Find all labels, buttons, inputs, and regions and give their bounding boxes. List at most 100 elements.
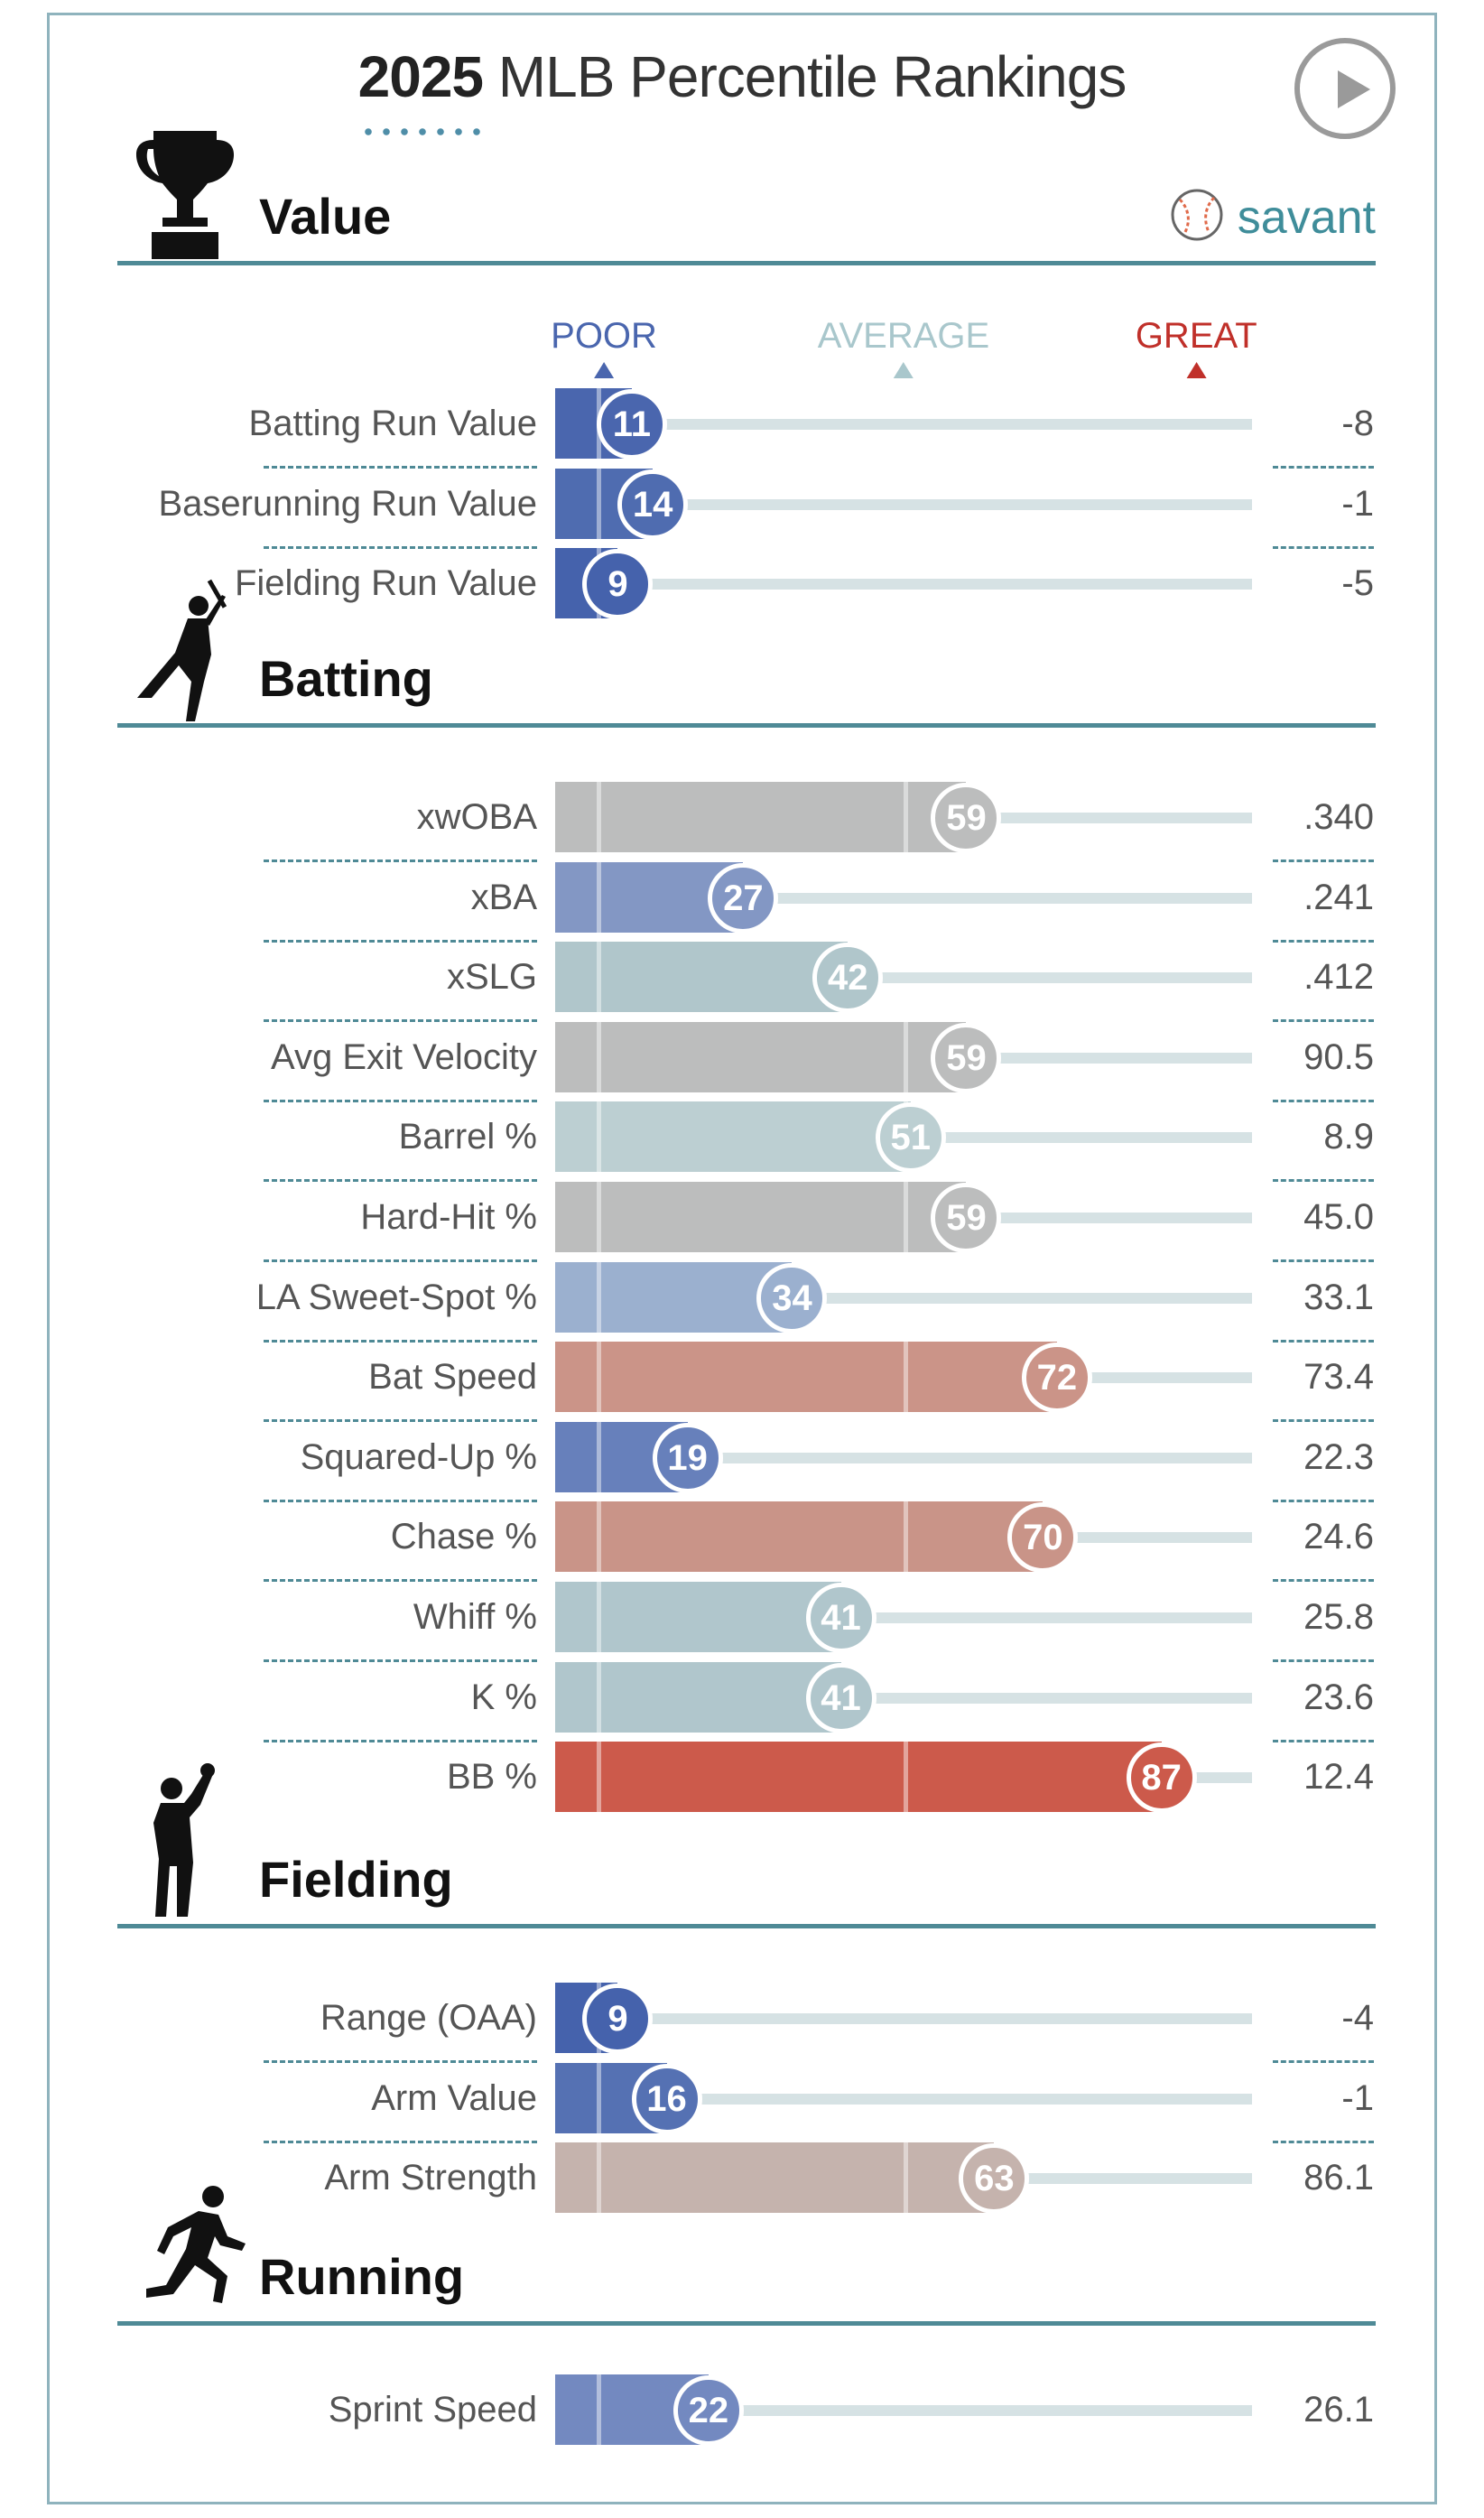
metric-row[interactable]: LA Sweet-Spot % 34 33.1: [0, 1261, 1484, 1343]
metric-row[interactable]: xwOBA 59 .340: [0, 782, 1484, 862]
metric-row[interactable]: K % 41 23.6: [0, 1661, 1484, 1742]
metric-row[interactable]: Arm Strength 63 86.1: [0, 2142, 1484, 2215]
metric-value: 26.1: [1303, 2390, 1374, 2430]
metric-label: Baserunning Run Value: [158, 483, 537, 524]
metric-label: Whiff %: [413, 1597, 537, 1637]
row-divider-right: [1273, 1259, 1374, 1262]
title-text: MLB Percentile Rankings: [497, 44, 1127, 109]
legend-average: AVERAGE: [818, 316, 989, 378]
savant-label: savant: [1237, 190, 1376, 244]
row-divider-left: [264, 1419, 537, 1423]
percentile-badge: 14: [617, 469, 689, 540]
metric-label: Sprint Speed: [328, 2390, 537, 2430]
metric-row[interactable]: xBA 27 .241: [0, 861, 1484, 943]
metric-row[interactable]: Batting Run Value 11 -8: [0, 388, 1484, 469]
metric-row[interactable]: Avg Exit Velocity 59 90.5: [0, 1021, 1484, 1102]
row-divider-left: [264, 939, 537, 943]
savant-logo[interactable]: savant: [1169, 187, 1376, 247]
percentile-badge: 9: [582, 549, 654, 620]
bar-tick: [597, 1742, 602, 1813]
section-title: Fielding: [259, 1851, 453, 1908]
row-divider-left: [264, 1339, 537, 1343]
row-divider-left: [264, 1099, 537, 1102]
bar-tick: [904, 2142, 908, 2214]
metric-row[interactable]: Range (OAA) 9 -4: [0, 1983, 1484, 2063]
bar-tick: [597, 942, 602, 1013]
legend-poor: POOR: [551, 316, 657, 378]
play-button[interactable]: [1294, 38, 1396, 139]
percentile-bar: [555, 1182, 967, 1252]
row-divider-right: [1273, 1579, 1374, 1583]
bar-tick: [597, 1342, 602, 1413]
runner-icon: [135, 2177, 253, 2326]
bar-tick: [904, 1501, 908, 1573]
metric-row[interactable]: Baserunning Run Value 14 -1: [0, 468, 1484, 549]
metric-value: -1: [1341, 2077, 1374, 2118]
metric-label: LA Sweet-Spot %: [255, 1277, 537, 1317]
row-divider-left: [264, 545, 537, 549]
percentile-badge: 59: [931, 1022, 1002, 1093]
metric-value: 73.4: [1303, 1357, 1374, 1398]
percentile-badge: 34: [756, 1262, 828, 1333]
title-year: 2025: [357, 44, 484, 109]
metric-label: Bat Speed: [368, 1357, 537, 1398]
metric-label: Barrel %: [398, 1117, 537, 1157]
percentile-bar: [555, 1101, 911, 1173]
percentile-badge: 51: [875, 1102, 946, 1174]
metric-label: Fielding Run Value: [234, 563, 537, 604]
metric-label: Arm Strength: [324, 2158, 537, 2198]
metric-row[interactable]: xSLG 42 .412: [0, 942, 1484, 1023]
metric-value: 23.6: [1303, 1677, 1374, 1717]
metric-value: 33.1: [1303, 1277, 1374, 1317]
metric-row[interactable]: Squared-Up % 19 22.3: [0, 1421, 1484, 1502]
section-rule: [117, 261, 1376, 265]
metric-value: -1: [1341, 483, 1374, 524]
metric-value: 8.9: [1323, 1117, 1374, 1157]
percentile-badge: 19: [652, 1422, 723, 1493]
metric-label: Arm Value: [371, 2077, 537, 2118]
metric-row[interactable]: Arm Value 16 -1: [0, 2062, 1484, 2143]
metric-label: xBA: [470, 877, 537, 917]
section-header-fielding: Fielding: [117, 1763, 1376, 1928]
bar-tick: [597, 468, 602, 539]
percentile-badge: 70: [1007, 1502, 1079, 1574]
fielder-icon: [135, 1761, 235, 1928]
percentile-badge: 22: [672, 2375, 744, 2446]
page-title: 2025 MLB Percentile Rankings: [0, 43, 1484, 110]
metric-row[interactable]: Bat Speed 72 73.4: [0, 1342, 1484, 1423]
row-divider-right: [1273, 545, 1374, 549]
percentile-track: [555, 2093, 1252, 2105]
metric-value: .412: [1303, 957, 1374, 998]
legend-average-label: AVERAGE: [817, 316, 990, 356]
bar-tick: [597, 1021, 602, 1092]
percentile-bar: [555, 1021, 967, 1092]
percentile-badge: 16: [631, 2063, 702, 2134]
metric-label: K %: [470, 1677, 537, 1717]
percentile-track: [555, 419, 1252, 430]
section-header-running: Running: [117, 2186, 1376, 2326]
metric-row[interactable]: Sprint Speed 22 26.1: [0, 2374, 1484, 2446]
bar-tick: [597, 1582, 602, 1652]
metric-row[interactable]: Whiff % 41 25.8: [0, 1582, 1484, 1662]
metric-row[interactable]: Fielding Run Value 9 -5: [0, 548, 1484, 620]
percentile-badge: 41: [805, 1662, 876, 1733]
metric-row[interactable]: Chase % 70 24.6: [0, 1501, 1484, 1583]
section-title: Batting: [259, 650, 433, 707]
metric-value: -5: [1341, 563, 1374, 604]
play-icon: [1338, 70, 1370, 108]
section-header-value: Value savant: [117, 131, 1376, 265]
metric-row[interactable]: Barrel % 51 8.9: [0, 1101, 1484, 1183]
row-divider-left: [264, 1659, 537, 1662]
metric-label: Batting Run Value: [248, 404, 537, 443]
section-rule: [117, 1924, 1376, 1928]
metric-row[interactable]: Hard-Hit % 59 45.0: [0, 1182, 1484, 1262]
metric-row[interactable]: BB % 87 12.4: [0, 1742, 1484, 1814]
row-divider-right: [1273, 1019, 1374, 1023]
percentile-badge: 11: [596, 389, 667, 460]
percentile-track: [555, 498, 1252, 510]
metric-label: BB %: [446, 1757, 537, 1798]
row-divider-right: [1273, 2060, 1374, 2063]
metric-label: Avg Exit Velocity: [271, 1036, 537, 1077]
bar-tick: [904, 1182, 908, 1252]
bar-tick: [597, 782, 602, 852]
